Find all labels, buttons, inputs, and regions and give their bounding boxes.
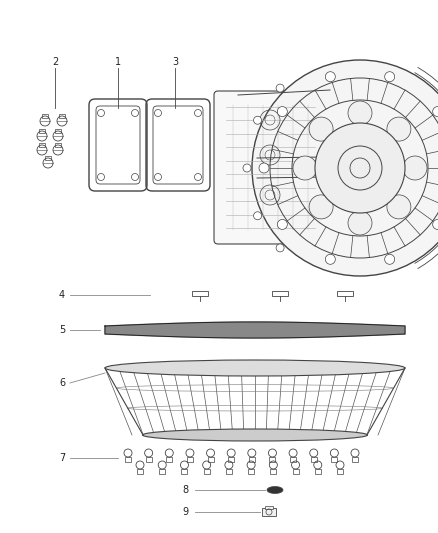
Bar: [166, 457, 172, 462]
Text: 2: 2: [52, 57, 58, 67]
Circle shape: [309, 195, 333, 219]
Ellipse shape: [267, 487, 283, 494]
Text: 7: 7: [59, 453, 65, 463]
Bar: [262, 508, 276, 516]
Bar: [45, 156, 51, 160]
Circle shape: [433, 220, 438, 229]
Ellipse shape: [105, 360, 405, 376]
Bar: [39, 143, 45, 147]
Text: 1: 1: [115, 57, 121, 67]
Circle shape: [276, 84, 284, 92]
Bar: [228, 457, 234, 462]
Bar: [270, 469, 276, 474]
Circle shape: [254, 116, 261, 124]
Bar: [352, 457, 358, 462]
Ellipse shape: [142, 429, 367, 441]
Bar: [159, 469, 165, 474]
Polygon shape: [105, 322, 405, 338]
Bar: [59, 114, 65, 118]
Circle shape: [276, 244, 284, 252]
Bar: [204, 469, 210, 474]
Bar: [181, 469, 187, 474]
Bar: [226, 469, 232, 474]
Text: 8: 8: [182, 485, 188, 495]
Bar: [290, 457, 296, 462]
Circle shape: [277, 220, 287, 229]
Bar: [249, 457, 255, 462]
Circle shape: [243, 164, 251, 172]
Circle shape: [403, 156, 427, 180]
Bar: [337, 469, 343, 474]
Circle shape: [325, 72, 336, 82]
Bar: [125, 457, 131, 462]
Bar: [311, 457, 317, 462]
Circle shape: [309, 117, 333, 141]
Bar: [265, 506, 273, 509]
Circle shape: [325, 254, 336, 264]
Text: 4: 4: [59, 290, 65, 300]
Circle shape: [259, 163, 269, 173]
Text: 5: 5: [59, 325, 65, 335]
Circle shape: [348, 101, 372, 125]
Circle shape: [252, 60, 438, 276]
Bar: [293, 469, 299, 474]
Polygon shape: [238, 90, 390, 100]
FancyBboxPatch shape: [214, 91, 327, 244]
Bar: [42, 114, 48, 118]
Bar: [272, 291, 288, 296]
Bar: [208, 457, 214, 462]
Circle shape: [254, 212, 261, 220]
Bar: [315, 469, 321, 474]
Circle shape: [433, 107, 438, 117]
Text: 6: 6: [59, 378, 65, 388]
Bar: [137, 469, 143, 474]
Bar: [39, 129, 45, 133]
Bar: [192, 291, 208, 296]
Bar: [187, 457, 193, 462]
Circle shape: [348, 211, 372, 235]
Circle shape: [293, 156, 317, 180]
Text: 9: 9: [182, 507, 188, 517]
Bar: [269, 457, 276, 462]
Circle shape: [387, 195, 411, 219]
Bar: [146, 457, 152, 462]
Text: 3: 3: [172, 57, 178, 67]
Bar: [332, 457, 337, 462]
Circle shape: [387, 117, 411, 141]
Circle shape: [385, 254, 395, 264]
Circle shape: [277, 107, 287, 117]
Circle shape: [315, 123, 405, 213]
Bar: [248, 469, 254, 474]
Bar: [55, 143, 61, 147]
Bar: [55, 129, 61, 133]
Bar: [337, 291, 353, 296]
Circle shape: [385, 72, 395, 82]
